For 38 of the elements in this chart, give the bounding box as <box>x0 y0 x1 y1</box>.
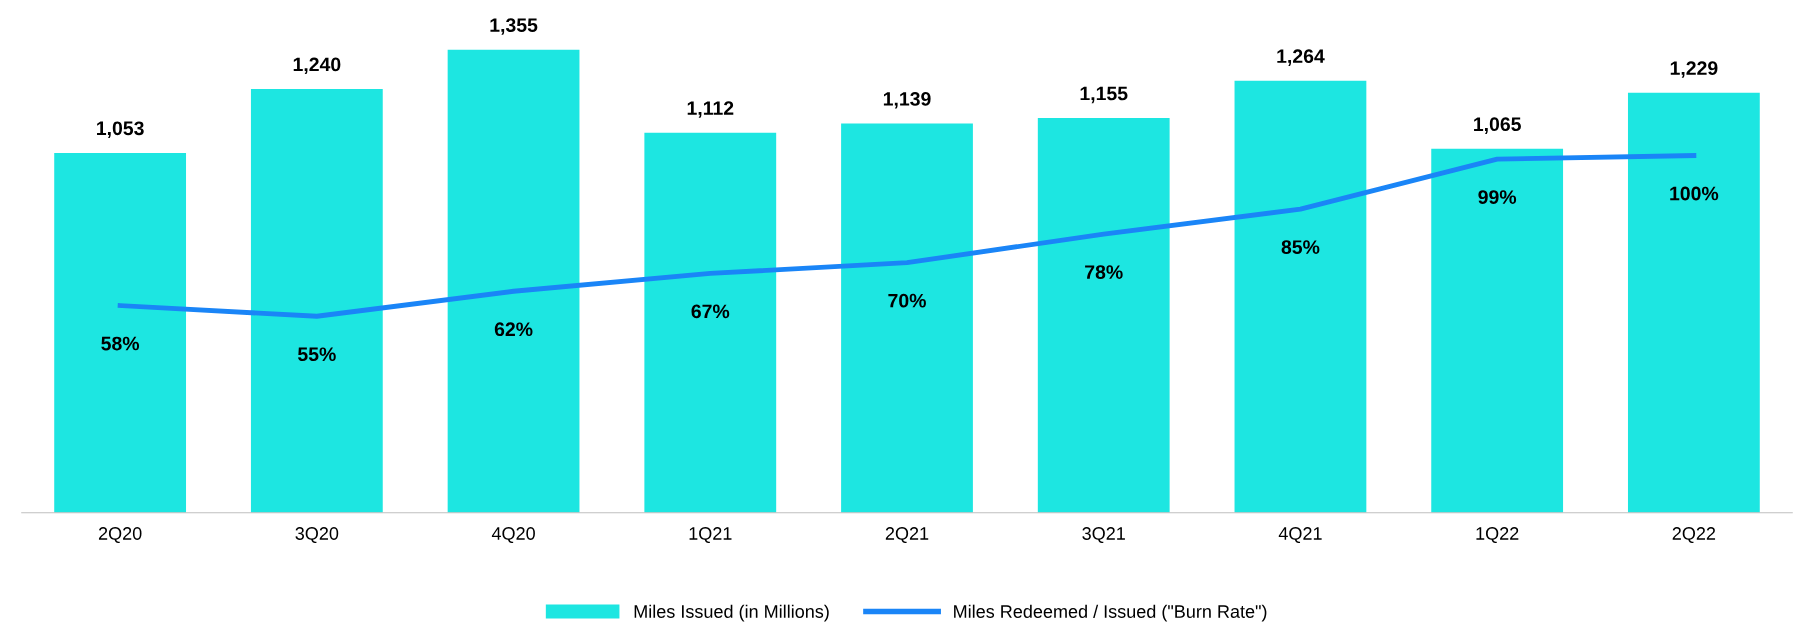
data-label: 100% <box>1670 186 1719 201</box>
legend-label: Miles Redeemed / Issued ("Burn Rate") <box>954 604 1267 622</box>
bar <box>1627 92 1760 513</box>
data-label: 70% <box>888 293 926 308</box>
data-label: 62% <box>494 322 533 337</box>
data-label: 1,139 <box>883 92 931 109</box>
bar <box>250 89 383 513</box>
x-tick-label: 3Q21 <box>1082 527 1125 544</box>
legend-label: Miles Issued (in Millions) <box>634 604 829 622</box>
data-label: 99% <box>1478 190 1517 204</box>
data-label: 58% <box>101 336 140 351</box>
data-label: 1,240 <box>293 57 341 75</box>
data-label: 1,112 <box>687 101 734 118</box>
x-tick-label: 2Q21 <box>885 527 929 544</box>
x-tick-label: 2Q20 <box>98 527 142 544</box>
x-tick-label: 4Q20 <box>491 527 535 544</box>
data-label: 1,355 <box>490 18 538 35</box>
data-label: 78% <box>1085 265 1123 279</box>
x-tick-label: 1Q22 <box>1476 527 1519 544</box>
x-tick-label: 3Q20 <box>295 527 339 544</box>
x-tick-label: 4Q21 <box>1278 527 1322 544</box>
bar <box>1234 80 1367 513</box>
x-tick-label: 1Q21 <box>689 527 732 544</box>
data-label: 1,155 <box>1080 86 1128 104</box>
bar <box>644 132 777 513</box>
data-label: 55% <box>297 347 336 362</box>
bar <box>1431 148 1564 513</box>
data-label: 1,065 <box>1474 117 1521 134</box>
bar <box>447 49 580 513</box>
data-label: 67% <box>691 304 730 319</box>
data-label: 85% <box>1281 240 1320 254</box>
data-label: 1,229 <box>1670 61 1718 78</box>
bar <box>1037 118 1170 513</box>
x-tick-label: 2Q22 <box>1672 527 1716 544</box>
bar <box>54 152 187 513</box>
bar <box>841 123 973 513</box>
data-label: 1,264 <box>1277 49 1325 66</box>
data-label: 1,053 <box>97 121 144 138</box>
